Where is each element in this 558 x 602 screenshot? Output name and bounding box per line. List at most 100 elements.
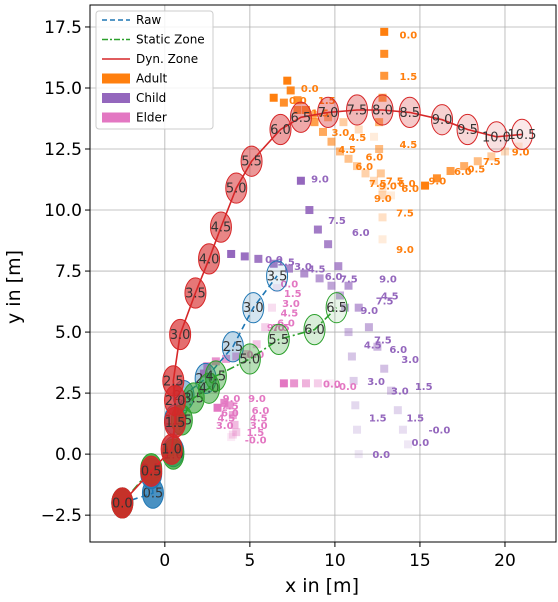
data-point-adult <box>279 98 288 107</box>
data-point-child <box>344 281 353 290</box>
data-point-adult <box>310 118 319 127</box>
x-tick-label: 5 <box>244 551 255 571</box>
data-point-adult <box>473 157 482 166</box>
data-point-child <box>334 262 343 271</box>
uncertainty-ellipse-static-zone <box>303 314 326 346</box>
uncertainty-ellipse-static-zone <box>204 360 227 392</box>
legend-swatch-patch <box>102 112 130 123</box>
legend-swatch-patch <box>102 93 130 103</box>
data-point-elder <box>261 323 270 332</box>
legend-label: Child <box>136 91 166 105</box>
data-point-adult <box>336 147 345 156</box>
data-point-adult <box>460 162 469 171</box>
data-label-elder: 1.5 <box>284 289 302 300</box>
ellipse-label-dyn-zone: 10.0 <box>482 130 511 145</box>
data-label-child: 9.0 <box>379 274 397 285</box>
data-label-child: 1.5 <box>406 414 424 425</box>
data-label-child: -0.0 <box>428 426 450 437</box>
data-label-adult: 0.0 <box>289 96 307 107</box>
y-tick-label: 15.0 <box>44 79 82 99</box>
x-tick-label: 0 <box>159 551 170 571</box>
data-point-child <box>398 425 407 434</box>
data-point-child <box>269 259 278 268</box>
data-label-adult: 1.5 <box>400 72 418 83</box>
ellipse-label-dyn-zone: 6.5 <box>291 111 312 126</box>
data-label-elder: 3.0 <box>216 421 234 432</box>
data-label-adult: 9.0 <box>374 194 392 205</box>
uncertainty-ellipse-dyn-zone <box>485 121 508 153</box>
uncertainty-ellipse-dyn-zone <box>209 211 232 243</box>
data-label-elder: 6.0 <box>277 318 295 329</box>
data-point-adult <box>432 174 441 183</box>
data-label-child: 3.0 <box>391 387 409 398</box>
data-point-child <box>227 249 236 258</box>
data-label-elder: 7.5 <box>272 323 290 334</box>
data-label-child: 6.0 <box>325 272 343 283</box>
data-label-child: 0.0 <box>372 450 390 461</box>
data-label-adult: 7.5 <box>483 157 501 168</box>
plot-frame <box>89 4 557 543</box>
data-point-child <box>315 274 324 283</box>
data-label-adult: 0.5 <box>468 165 486 176</box>
uncertainty-ellipse-dyn-zone <box>269 113 292 146</box>
data-point-child <box>354 450 363 459</box>
ellipse-label-raw: 0.5 <box>143 487 164 502</box>
data-label-child: 1.5 <box>415 382 433 393</box>
y-tick-label: 7.5 <box>55 262 82 282</box>
data-point-adult <box>301 105 310 114</box>
ellipse-label-dyn-zone: 5.5 <box>241 155 262 170</box>
data-point-adult <box>421 181 430 190</box>
data-point-elder <box>279 379 288 388</box>
data-point-adult <box>370 132 379 141</box>
y-tick-label: −2.5 <box>41 506 82 526</box>
data-point-adult <box>380 27 389 36</box>
data-label-adult: 6.0 <box>398 179 416 190</box>
ellipse-label-static-zone: 6.0 <box>304 323 325 338</box>
data-label-adult: 7.5 <box>396 208 414 219</box>
y-tick-label: 0.0 <box>55 445 82 465</box>
ellipse-label-dyn-zone: 7.0 <box>318 106 339 121</box>
data-label-adult: 4.5 <box>400 140 418 151</box>
data-point-child <box>296 176 305 185</box>
legend-label: Elder <box>136 111 167 125</box>
plot-area: 0.01.54.56.07.59.00.01.54.56.07.59.00.01… <box>111 27 536 519</box>
data-point-child <box>240 252 249 261</box>
data-point-child <box>341 303 350 312</box>
data-label-elder: 4.5 <box>280 309 298 320</box>
data-point-adult <box>378 213 387 222</box>
y-tick-label: 5.0 <box>55 323 82 343</box>
data-point-adult <box>375 118 384 127</box>
y-tick-label: 17.5 <box>44 18 82 38</box>
data-label-child: 3.0 <box>294 262 312 273</box>
legend-swatch-patch <box>102 73 130 84</box>
data-point-elder <box>220 398 229 407</box>
ellipse-label-dyn-zone: 6.0 <box>270 123 291 138</box>
data-label-child: 7.5 <box>340 274 358 285</box>
ellipse-label-dyn-zone: 4.0 <box>199 252 220 267</box>
data-point-adult <box>361 169 370 178</box>
data-label-adult: 0.0 <box>400 30 418 41</box>
ellipse-label-dyn-zone: 1.0 <box>161 443 182 458</box>
data-label-elder: 1.5 <box>246 428 264 439</box>
data-point-elder <box>232 428 241 437</box>
uncertainty-ellipse-dyn-zone <box>169 318 192 351</box>
data-label-elder: 9.0 <box>223 394 241 405</box>
data-label-adult: 9.0 <box>428 177 446 188</box>
data-point-adult <box>378 93 387 102</box>
data-label-child: 0.0 <box>265 255 283 266</box>
ellipse-label-dyn-zone: 8.5 <box>399 106 420 121</box>
data-point-adult <box>293 96 302 105</box>
data-label-child: 4.5 <box>364 340 382 351</box>
data-point-adult <box>376 169 385 178</box>
data-point-elder <box>267 303 276 312</box>
data-label-child: 0.0 <box>411 438 429 449</box>
uncertainty-ellipse-dyn-zone <box>198 243 221 275</box>
data-label-adult: 6.0 <box>454 167 472 178</box>
data-point-elder <box>227 433 236 442</box>
ellipse-label-static-zone: 4.0 <box>199 382 220 397</box>
data-label-adult: 3.0 <box>332 128 350 139</box>
data-point-child <box>324 240 333 249</box>
data-label-child: 9.0 <box>311 174 329 185</box>
data-point-elder <box>230 420 239 429</box>
